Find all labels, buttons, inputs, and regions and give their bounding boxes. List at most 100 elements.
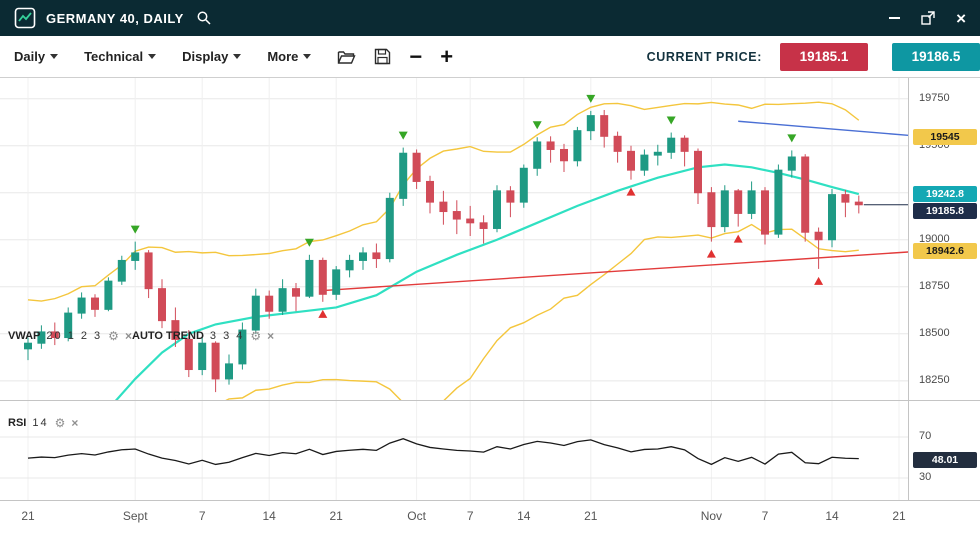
- candle: [828, 194, 836, 241]
- candle: [814, 231, 823, 241]
- price-axis-badge: 18942.6: [913, 242, 977, 259]
- candle: [573, 130, 582, 162]
- candle: [493, 190, 501, 229]
- sell-signal-arrow-icon: [787, 134, 797, 143]
- price-axis[interactable]: 1975019500192501900018750185001825070301…: [908, 78, 980, 500]
- time-axis-label: 14: [262, 509, 276, 523]
- candle: [372, 252, 381, 260]
- autotrend-name: AUTO TREND: [132, 330, 204, 342]
- chevron-down-icon: [303, 54, 312, 59]
- close-icon[interactable]: ×: [956, 8, 966, 28]
- candle: [533, 141, 542, 169]
- candle: [707, 192, 716, 228]
- buy-price-box[interactable]: 19186.5: [892, 42, 980, 71]
- candle: [278, 288, 287, 312]
- candle: [774, 169, 783, 235]
- candle: [801, 156, 810, 233]
- autotrend-params: 3 3 4: [209, 330, 245, 342]
- time-axis-divider: [0, 500, 980, 501]
- time-axis-label: Oct: [407, 509, 426, 523]
- price-tick-label: 19000: [919, 232, 950, 245]
- candle: [439, 201, 448, 213]
- price-tick-label: 18250: [919, 373, 950, 386]
- candle: [198, 342, 207, 371]
- candle: [171, 320, 180, 340]
- time-axis[interactable]: 21 Sept 7 14 21 Oct 7 14 21 Nov 7 14 21: [0, 500, 908, 534]
- popout-window-button[interactable]: [920, 10, 936, 26]
- candle: [184, 338, 193, 371]
- vwap-name: VWAP: [8, 330, 41, 342]
- candle: [680, 137, 689, 152]
- time-axis-label: 21: [892, 509, 906, 523]
- display-dropdown[interactable]: Display: [182, 49, 242, 64]
- bollinger-upper-line[interactable]: [27, 101, 860, 302]
- close-icon[interactable]: ×: [71, 416, 79, 430]
- more-dropdown-label: More: [267, 49, 299, 64]
- candle: [251, 295, 260, 331]
- candle: [694, 150, 702, 194]
- zoom-in-button[interactable]: +: [440, 43, 454, 69]
- trend-line[interactable]: [738, 120, 908, 137]
- sell-price-box[interactable]: 19185.1: [780, 42, 868, 71]
- candle: [452, 211, 461, 220]
- time-axis-label: 14: [825, 509, 839, 523]
- price-chart-svg[interactable]: [0, 78, 908, 400]
- candle: [64, 312, 73, 339]
- close-icon[interactable]: ×: [267, 329, 275, 343]
- candle: [787, 156, 796, 171]
- save-icon[interactable]: [374, 48, 391, 65]
- vwap-params: 20 1 2 3: [46, 330, 103, 342]
- close-icon[interactable]: ×: [124, 329, 132, 343]
- gear-icon[interactable]: ⚙: [54, 416, 66, 430]
- page-title: GERMANY 40, DAILY: [46, 10, 184, 26]
- candle: [37, 331, 46, 344]
- price-axis-badge: 19545: [913, 129, 977, 146]
- candle: [211, 342, 220, 380]
- candle: [653, 151, 662, 156]
- more-dropdown[interactable]: More: [267, 49, 312, 64]
- chevron-down-icon: [148, 54, 157, 59]
- timeframe-dropdown-label: Daily: [14, 49, 46, 64]
- trend-line[interactable]: [322, 251, 908, 292]
- candle: [586, 115, 595, 132]
- technical-dropdown-label: Technical: [84, 49, 144, 64]
- open-folder-icon[interactable]: [337, 49, 356, 65]
- sell-signal-arrow-icon: [398, 131, 408, 140]
- time-axis-label: 14: [517, 509, 531, 523]
- rsi-tick-label: 70: [919, 430, 932, 442]
- buy-signal-arrow-icon: [706, 249, 716, 258]
- buy-signal-arrow-icon: [626, 187, 636, 196]
- candle: [627, 150, 635, 171]
- panel-divider: [0, 400, 980, 401]
- timeframe-dropdown[interactable]: Daily: [14, 49, 59, 64]
- candle: [385, 197, 394, 260]
- candle: [479, 222, 488, 229]
- candle: [854, 201, 863, 206]
- price-tick-label: 19750: [919, 91, 950, 104]
- chevron-down-icon: [233, 54, 242, 59]
- candle: [640, 154, 649, 171]
- plus-icon: +: [440, 43, 454, 69]
- rsi-line[interactable]: [27, 438, 859, 466]
- search-icon[interactable]: [196, 10, 212, 26]
- candle: [50, 331, 59, 339]
- candle: [318, 259, 327, 295]
- zoom-out-button[interactable]: −: [409, 45, 422, 68]
- candle: [747, 190, 756, 214]
- rsi-tick-label: 30: [919, 471, 932, 483]
- candle: [104, 280, 113, 310]
- price-tick-label: 18750: [919, 279, 950, 292]
- gear-icon[interactable]: ⚙: [108, 329, 119, 343]
- time-axis-label: 7: [761, 509, 769, 523]
- rsi-chart-svg[interactable]: [0, 400, 908, 500]
- technical-dropdown[interactable]: Technical: [84, 49, 157, 64]
- minimize-button[interactable]: [889, 17, 901, 19]
- time-axis-label: 21: [21, 509, 35, 523]
- candle: [345, 259, 354, 271]
- gear-icon[interactable]: ⚙: [250, 329, 262, 343]
- candle: [238, 329, 247, 365]
- candle: [519, 167, 528, 203]
- bollinger-lower-line[interactable]: [28, 223, 859, 400]
- vwap-line[interactable]: [95, 163, 860, 400]
- price-tick-label: 18500: [919, 326, 950, 339]
